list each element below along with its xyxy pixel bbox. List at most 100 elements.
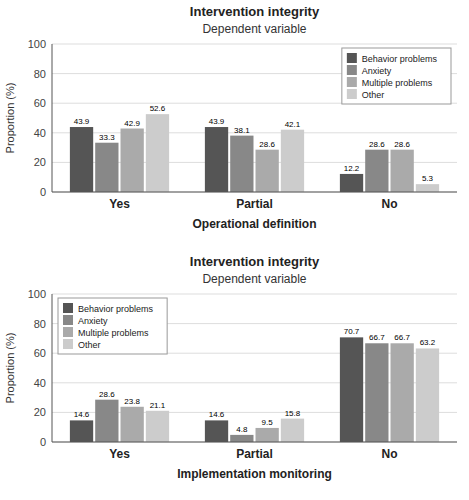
figure: Intervention integrity Dependent variable… (0, 0, 469, 500)
bar (416, 348, 439, 442)
subtitle: Dependent variable (202, 272, 306, 286)
y-tick-label: 20 (34, 406, 46, 418)
bar (205, 127, 228, 192)
x-tick-label: Yes (109, 447, 130, 461)
data-label: 33.3 (99, 133, 115, 142)
bar (340, 174, 363, 192)
data-label: 28.6 (394, 140, 410, 149)
data-label: 23.8 (124, 397, 140, 406)
legend-label: Multiple problems (362, 78, 433, 88)
x-axis-line (52, 192, 457, 193)
y-tick-label: 0 (40, 186, 46, 198)
legend: Behavior problems Anxiety Multiple problem… (58, 298, 167, 354)
data-label: 4.8 (236, 425, 248, 434)
data-label: 21.1 (150, 401, 166, 410)
legend-swatch (347, 53, 357, 63)
data-label: 70.7 (344, 327, 360, 336)
bar (95, 143, 118, 192)
y-axis-line (52, 294, 53, 442)
bar (230, 435, 253, 442)
y-tick-label: 80 (34, 68, 46, 80)
data-label: 43.9 (209, 117, 225, 126)
bar (230, 136, 253, 192)
data-label: 66.7 (394, 333, 410, 342)
panel: Intervention integrity Dependent variable… (4, 254, 457, 481)
x-tick-label: Yes (109, 197, 130, 211)
x-axis-label: Implementation monitoring (177, 467, 332, 481)
data-label: 28.6 (369, 140, 385, 149)
legend-swatch (63, 315, 73, 325)
y-tick-label: 80 (34, 318, 46, 330)
y-tick-label: 40 (34, 127, 46, 139)
x-tick-label: Partial (236, 197, 273, 211)
bar (146, 114, 169, 192)
bar (281, 419, 304, 442)
legend-swatch (347, 65, 357, 75)
bar (205, 420, 228, 442)
panel: Intervention integrityDependent variable… (4, 4, 457, 231)
data-labels: 43.9 43.9 12.2 33.3 38.1 28.6 42.9 28.6 28.6 52.6… (74, 104, 434, 183)
legend-swatch (63, 339, 73, 349)
bar (146, 411, 169, 442)
bar (121, 407, 144, 442)
bar (365, 150, 388, 192)
bar (340, 337, 363, 442)
legend-swatch (347, 77, 357, 87)
legend-label: Anxiety (78, 316, 108, 326)
data-label: 52.6 (150, 104, 166, 113)
data-label: 28.6 (259, 140, 275, 149)
y-tick-label: 60 (34, 97, 46, 109)
y-axis-label: Proportion (%) (4, 83, 16, 154)
bar (365, 343, 388, 442)
grid-line (52, 294, 457, 295)
x-tick-label: No (382, 197, 398, 211)
bar (70, 420, 93, 442)
legend-box (58, 298, 167, 354)
bar (95, 400, 118, 442)
legend-label: Multiple problems (78, 328, 149, 338)
legend-swatch (347, 89, 357, 99)
legend-label: Anxiety (362, 66, 392, 76)
bar (256, 150, 279, 192)
data-label: 66.7 (369, 333, 385, 342)
bars (70, 114, 439, 192)
bar (416, 184, 439, 192)
grid-line (52, 44, 457, 45)
bar (281, 130, 304, 192)
y-tick-label: 20 (34, 156, 46, 168)
x-tick-label: Partial (236, 447, 273, 461)
subtitle: Dependent variable (202, 22, 306, 36)
legend-swatch (63, 303, 73, 313)
data-label: 5.3 (422, 174, 434, 183)
bar (70, 127, 93, 192)
bar (121, 129, 144, 192)
bar (391, 343, 414, 442)
bar (391, 150, 414, 192)
x-tick-label: No (382, 447, 398, 461)
y-tick-label: 100 (28, 288, 46, 300)
data-label: 38.1 (234, 126, 250, 135)
y-tick-label: 0 (40, 436, 46, 448)
data-label: 28.6 (99, 390, 115, 399)
y-axis-line (52, 44, 53, 192)
legend-label: Behavior problems (78, 304, 154, 314)
y-tick-label: 100 (28, 38, 46, 50)
data-label: 14.6 (209, 410, 225, 419)
legend-label: Other (362, 90, 385, 100)
title: Intervention integrity (190, 254, 320, 269)
x-axis-label: Operational definition (192, 217, 316, 231)
data-label: 9.5 (262, 418, 274, 427)
data-label: 12.2 (344, 164, 360, 173)
y-tick-label: 40 (34, 377, 46, 389)
data-label: 42.1 (285, 120, 301, 129)
data-label: 43.9 (74, 117, 90, 126)
y-tick-label: 60 (34, 347, 46, 359)
legend-label: Behavior problems (362, 54, 438, 64)
data-label: 42.9 (124, 119, 140, 128)
data-label: 14.6 (74, 410, 90, 419)
data-label: 63.2 (420, 338, 436, 347)
y-axis-label: Proportion (%) (4, 333, 16, 404)
legend-label: Other (78, 340, 101, 350)
legend-swatch (63, 327, 73, 337)
bar (256, 428, 279, 442)
